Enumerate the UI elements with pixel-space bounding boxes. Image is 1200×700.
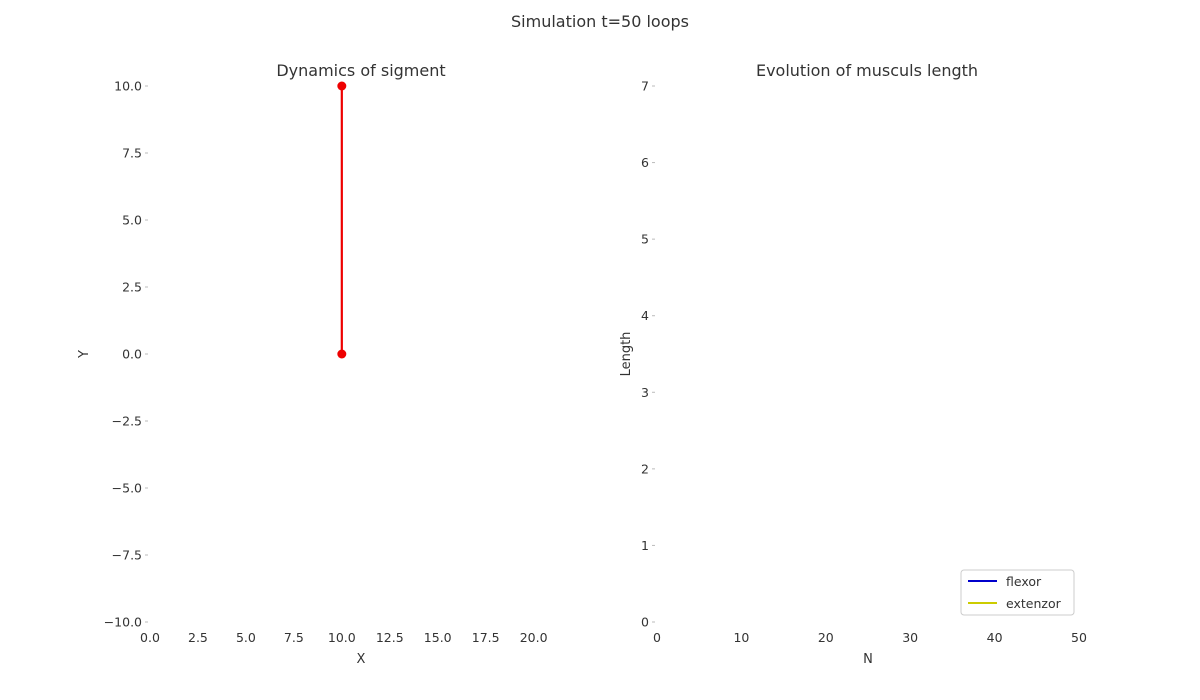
segment-xtick-label: 15.0 bbox=[424, 630, 452, 645]
figure-title: Simulation t=50 loops bbox=[511, 12, 689, 31]
muscle-ytick-label: 5 bbox=[641, 232, 649, 247]
segment-xtick-label: 5.0 bbox=[236, 630, 256, 645]
segment-plot-marks bbox=[337, 81, 347, 359]
muscle-plot-legend: flexor extenzor bbox=[960, 569, 1075, 616]
segment-xtick-label: 2.5 bbox=[188, 630, 208, 645]
segment-ytick-label: −10.0 bbox=[104, 615, 142, 630]
muscle-plot-xlabel: N bbox=[863, 652, 873, 667]
muscle-ytick-label: 4 bbox=[641, 308, 649, 323]
muscle-xtick-label: 0 bbox=[653, 630, 661, 645]
muscle-xtick-label: 30 bbox=[902, 630, 918, 645]
muscle-ytick-label: 2 bbox=[641, 461, 649, 476]
segment-ytick-label: −5.0 bbox=[112, 481, 142, 496]
segment-point bbox=[337, 349, 347, 359]
muscle-xtick-label: 20 bbox=[818, 630, 834, 645]
segment-point bbox=[337, 81, 347, 91]
segment-xtick-label: 17.5 bbox=[472, 630, 500, 645]
muscle-ytick-label: 3 bbox=[641, 385, 649, 400]
segment-plot-title: Dynamics of sigment bbox=[276, 61, 445, 80]
segment-dynamics-plot: Dynamics of sigment X Y 0.0 2.5 5.0 7.5 10.0… bbox=[77, 61, 548, 667]
segment-plot-xlabel: X bbox=[357, 652, 366, 667]
muscle-xtick-label: 50 bbox=[1071, 630, 1087, 645]
muscle-ytick-label: 0 bbox=[641, 615, 649, 630]
segment-ytick-label: −2.5 bbox=[112, 414, 142, 429]
muscle-ytick-label: 7 bbox=[641, 79, 649, 94]
segment-ytick-label: 10.0 bbox=[114, 79, 142, 94]
segment-xtick-label: 12.5 bbox=[376, 630, 404, 645]
segment-xtick-label: 10.0 bbox=[328, 630, 356, 645]
legend-extenzor-label: extenzor bbox=[1006, 596, 1062, 611]
segment-ytick-label: 0.0 bbox=[122, 347, 142, 362]
segment-xtick-label: 20.0 bbox=[520, 630, 548, 645]
segment-ytick-label: 5.0 bbox=[122, 213, 142, 228]
segment-ytick-label: −7.5 bbox=[112, 548, 142, 563]
segment-plot-ylabel: Y bbox=[77, 350, 92, 359]
muscle-ytick-label: 1 bbox=[641, 538, 649, 553]
segment-xtick-label: 0.0 bbox=[140, 630, 160, 645]
segment-plot-ticks: 0.0 2.5 5.0 7.5 10.0 12.5 15.0 17.5 20.0 10.0 7.5 5… bbox=[104, 79, 548, 646]
legend-flexor-label: flexor bbox=[1006, 574, 1042, 589]
muscle-xtick-label: 40 bbox=[987, 630, 1003, 645]
muscle-length-plot: Evolution of musculs length N Length 0 10… bbox=[619, 61, 1087, 667]
muscle-ytick-label: 6 bbox=[641, 155, 649, 170]
segment-xtick-label: 7.5 bbox=[284, 630, 304, 645]
segment-ytick-label: 2.5 bbox=[122, 280, 142, 295]
muscle-xtick-label: 10 bbox=[733, 630, 749, 645]
muscle-plot-title: Evolution of musculs length bbox=[756, 61, 978, 80]
segment-ytick-label: 7.5 bbox=[122, 146, 142, 161]
muscle-plot-ylabel: Length bbox=[619, 332, 634, 377]
